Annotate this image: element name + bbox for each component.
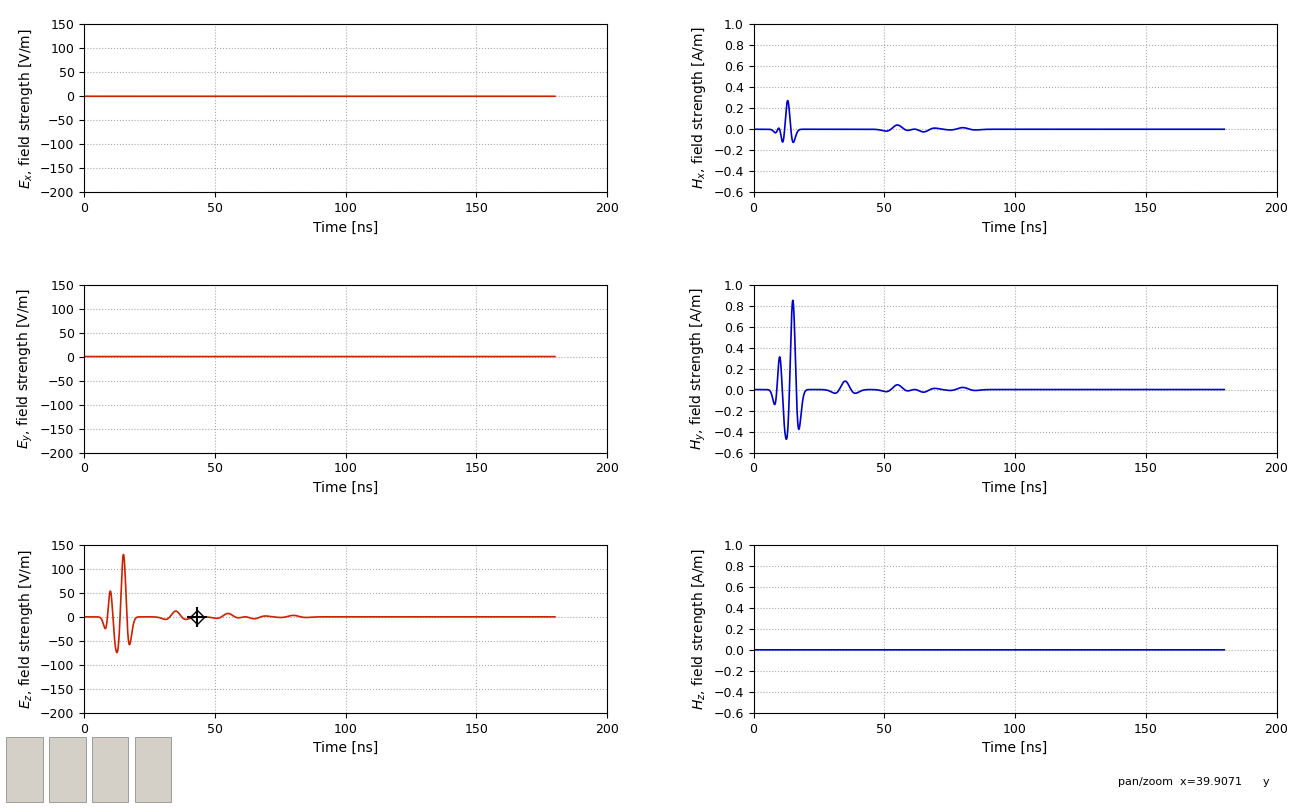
Y-axis label: $H_y$, field strength [A/m]: $H_y$, field strength [A/m]	[688, 288, 708, 450]
Bar	[49, 737, 86, 802]
Text: pan/zoom  x=39.9071      y: pan/zoom x=39.9071 y	[1118, 777, 1270, 787]
Y-axis label: $H_x$, field strength [A/m]: $H_x$, field strength [A/m]	[689, 27, 708, 190]
X-axis label: Time [ns]: Time [ns]	[314, 481, 378, 495]
X-axis label: Time [ns]: Time [ns]	[314, 741, 378, 755]
X-axis label: Time [ns]: Time [ns]	[982, 741, 1047, 755]
Bar	[6, 737, 43, 802]
Y-axis label: $E_y$, field strength [V/m]: $E_y$, field strength [V/m]	[16, 288, 35, 449]
X-axis label: Time [ns]: Time [ns]	[314, 220, 378, 235]
Y-axis label: $H_z$, field strength [A/m]: $H_z$, field strength [A/m]	[689, 548, 708, 710]
Bar	[135, 737, 171, 802]
X-axis label: Time [ns]: Time [ns]	[982, 220, 1047, 235]
Bar	[92, 737, 128, 802]
X-axis label: Time [ns]: Time [ns]	[982, 481, 1047, 495]
Y-axis label: $E_x$, field strength [V/m]: $E_x$, field strength [V/m]	[17, 28, 35, 189]
Y-axis label: $E_z$, field strength [V/m]: $E_z$, field strength [V/m]	[17, 549, 35, 709]
